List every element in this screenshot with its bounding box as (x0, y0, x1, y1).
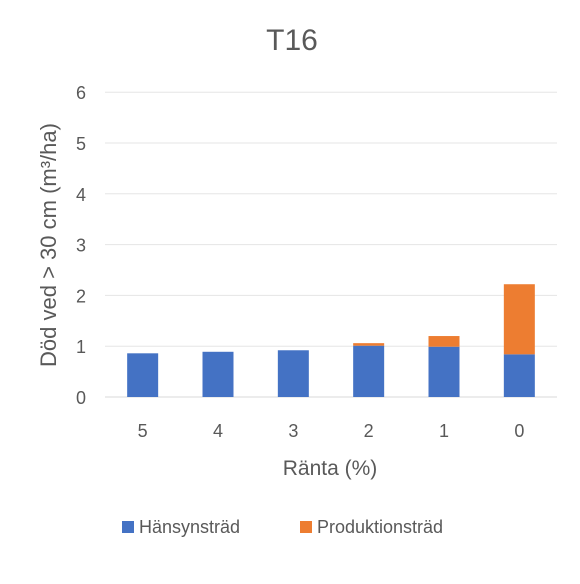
legend: Hänsynsträd Produktionsträd (122, 517, 443, 537)
y-tick-label: 3 (76, 236, 86, 256)
x-tick-label: 3 (288, 421, 298, 441)
chart-title: T16 (266, 24, 318, 57)
x-tick-label: 2 (364, 421, 374, 441)
x-axis-ticks: 5 4 3 2 1 0 (138, 421, 525, 441)
gridlines (105, 91, 557, 398)
x-tick-label: 0 (514, 421, 524, 441)
x-tick-label: 4 (213, 421, 223, 441)
bar-0-1 (202, 351, 234, 397)
bar-0-0 (127, 353, 159, 397)
y-axis-ticks: 0 1 2 3 4 5 6 (76, 83, 86, 408)
bar-0-3 (353, 345, 385, 397)
bar-1-4 (428, 336, 460, 347)
bar-0-5 (503, 354, 535, 397)
legend-swatch-0 (122, 521, 134, 533)
x-tick-label: 1 (439, 421, 449, 441)
x-tick-label: 5 (138, 421, 148, 441)
legend-label-1: Produktionsträd (317, 517, 443, 537)
legend-label-0: Hänsynsträd (139, 517, 240, 537)
y-tick-label: 5 (76, 134, 86, 154)
bar-1-5 (503, 284, 535, 355)
y-tick-label: 4 (76, 185, 86, 205)
bar-0-4 (428, 346, 460, 397)
bar-1-3 (353, 343, 385, 346)
y-tick-label: 6 (76, 83, 86, 103)
y-tick-label: 2 (76, 286, 86, 306)
y-tick-label: 0 (76, 388, 86, 408)
bars (127, 284, 535, 397)
y-axis-label: Död ved > 30 cm (m³/ha) (36, 123, 61, 367)
bar-0-2 (277, 350, 309, 397)
x-axis-label: Ränta (%) (283, 457, 378, 480)
y-tick-label: 1 (76, 337, 86, 357)
legend-swatch-1 (300, 521, 312, 533)
